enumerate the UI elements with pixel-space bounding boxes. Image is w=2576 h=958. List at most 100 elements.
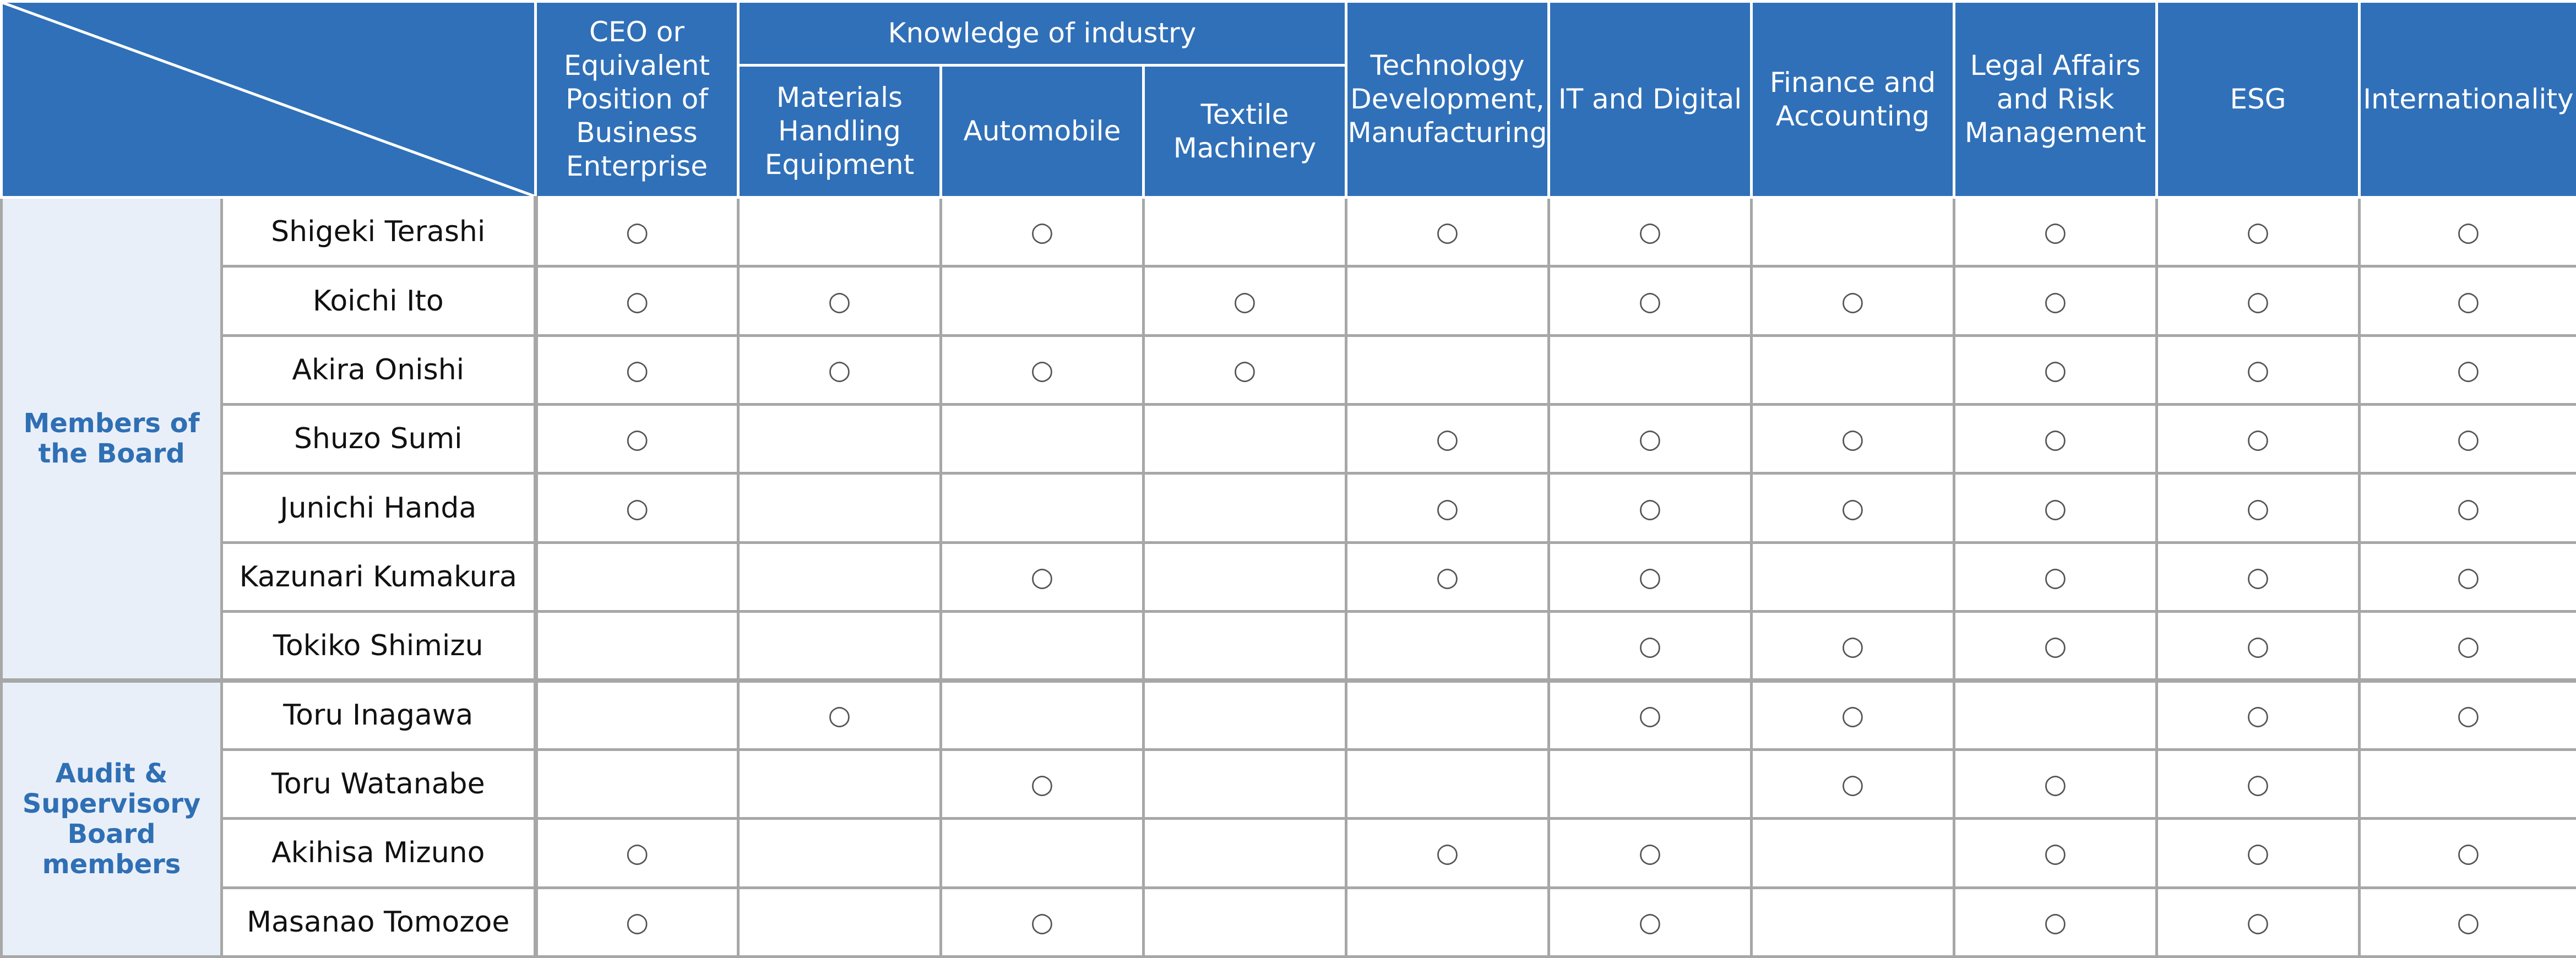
group-label: Members of the Board [0, 196, 223, 682]
skill-empty-cell [939, 678, 1145, 751]
table-row: Junichi Handa ○ ○ ○ ○ ○ ○ ○ [2, 472, 2576, 544]
skill-mark-circle-icon: ○ [2358, 472, 2576, 544]
skill-mark-circle-icon: ○ [1345, 403, 1550, 475]
skill-mark-circle-icon: ○ [2155, 748, 2361, 820]
skill-empty-cell [939, 472, 1145, 544]
header-knowledge-of-industry: Knowledge of industry [737, 0, 1347, 66]
skill-mark-circle-icon: ○ [1547, 817, 1753, 889]
skill-empty-cell [1345, 334, 1550, 406]
skill-empty-cell [1142, 678, 1347, 751]
skill-empty-cell [737, 610, 942, 682]
table-body: Members of the Board Shigeki Terashi ○ ○ ○ ○ ○… [0, 195, 2576, 958]
member-name: Akira Onishi [220, 334, 537, 406]
table-row: Koichi Ito ○ ○ ○ ○ ○ ○ ○ ○ [2, 265, 2576, 337]
skill-empty-cell [737, 886, 942, 958]
skill-empty-cell [1142, 541, 1347, 613]
skill-mark-circle-icon: ○ [1345, 472, 1550, 544]
header-automobile: Automobile [939, 64, 1145, 199]
skill-mark-circle-icon: ○ [1750, 678, 1955, 751]
skill-mark-circle-icon: ○ [2358, 334, 2576, 406]
skill-mark-circle-icon: ○ [1953, 334, 2158, 406]
table-row: Audit & Supervisory Board members Toru In… [0, 678, 2576, 958]
skill-mark-circle-icon: ○ [533, 886, 740, 958]
skill-empty-cell [1142, 610, 1347, 682]
skill-empty-cell [737, 817, 942, 889]
skill-mark-circle-icon: ○ [1953, 817, 2158, 889]
skill-empty-cell [1750, 195, 1955, 268]
skill-mark-circle-icon: ○ [2155, 195, 2361, 268]
skill-empty-cell [939, 610, 1145, 682]
skill-mark-circle-icon: ○ [2155, 334, 2361, 406]
skill-mark-circle-icon: ○ [533, 195, 740, 268]
skill-mark-circle-icon: ○ [2155, 472, 2361, 544]
skill-empty-cell [939, 265, 1145, 337]
skill-mark-circle-icon: ○ [2358, 886, 2576, 958]
skill-mark-circle-icon: ○ [1750, 748, 1955, 820]
header-finance: Finance and Accounting [1750, 0, 1955, 199]
skill-mark-circle-icon: ○ [737, 678, 942, 751]
skill-empty-cell [1345, 678, 1550, 751]
skill-mark-circle-icon: ○ [939, 886, 1145, 958]
skill-mark-circle-icon: ○ [939, 195, 1145, 268]
skill-mark-circle-icon: ○ [1953, 472, 2158, 544]
header-legal: Legal Affairs and Risk Management [1953, 0, 2158, 199]
skill-mark-circle-icon: ○ [939, 334, 1145, 406]
skill-empty-cell [1142, 403, 1347, 475]
skill-empty-cell [939, 403, 1145, 475]
skill-mark-circle-icon: ○ [1547, 403, 1753, 475]
skill-mark-circle-icon: ○ [1547, 678, 1753, 751]
table-row: Shuzo Sumi ○ ○ ○ ○ ○ ○ ○ [2, 403, 2576, 475]
member-name: Tokiko Shimizu [220, 610, 537, 682]
skill-empty-cell [1142, 886, 1347, 958]
skill-empty-cell [939, 817, 1145, 889]
skill-empty-cell [1345, 610, 1550, 682]
skill-mark-circle-icon: ○ [1750, 265, 1955, 337]
skill-mark-circle-icon: ○ [1953, 265, 2158, 337]
skill-mark-circle-icon: ○ [2358, 403, 2576, 475]
header-textile-machinery: Textile Machinery [1142, 64, 1347, 199]
diagonal-line [3, 3, 534, 196]
header-ceo: CEO or Equivalent Position of Business E… [534, 0, 740, 199]
skill-empty-cell [1953, 678, 2158, 751]
group-label: Audit & Supervisory Board members [0, 678, 223, 958]
skill-mark-circle-icon: ○ [1953, 748, 2158, 820]
skill-mark-circle-icon: ○ [939, 748, 1145, 820]
member-name: Toru Inagawa [220, 678, 537, 751]
skill-mark-circle-icon: ○ [1547, 195, 1753, 268]
skill-mark-circle-icon: ○ [1547, 610, 1753, 682]
skill-mark-circle-icon: ○ [1750, 610, 1955, 682]
table-row: Members of the Board Shigeki Terashi ○ ○ ○ ○ ○… [0, 195, 2576, 682]
skill-mark-circle-icon: ○ [1345, 195, 1550, 268]
skill-empty-cell [1750, 886, 1955, 958]
skill-mark-circle-icon: ○ [2358, 817, 2576, 889]
skill-mark-circle-icon: ○ [1953, 195, 2158, 268]
skill-empty-cell [737, 403, 942, 475]
member-name: Koichi Ito [220, 265, 537, 337]
header-internationality: Internationality [2358, 0, 2576, 199]
skill-mark-circle-icon: ○ [2155, 403, 2361, 475]
member-name: Toru Watanabe [220, 748, 537, 820]
skill-mark-circle-icon: ○ [2358, 610, 2576, 682]
skill-empty-cell [1547, 748, 1753, 820]
member-name: Shuzo Sumi [220, 403, 537, 475]
skill-mark-circle-icon: ○ [2358, 195, 2576, 268]
skill-mark-circle-icon: ○ [2358, 541, 2576, 613]
skill-mark-circle-icon: ○ [2155, 541, 2361, 613]
skill-mark-circle-icon: ○ [1547, 886, 1753, 958]
skill-mark-circle-icon: ○ [2155, 817, 2361, 889]
skill-empty-cell [1547, 334, 1753, 406]
skill-empty-cell [1142, 748, 1347, 820]
skill-mark-circle-icon: ○ [1345, 817, 1550, 889]
skill-mark-circle-icon: ○ [2358, 678, 2576, 751]
header-materials-handling: Materials Handling Equipment [737, 64, 942, 199]
skill-empty-cell [737, 541, 942, 613]
skill-mark-circle-icon: ○ [1953, 403, 2158, 475]
header-it-digital: IT and Digital [1547, 0, 1753, 199]
table-row: Akira Onishi ○ ○ ○ ○ ○ ○ ○ [2, 334, 2576, 406]
skill-empty-cell [1345, 748, 1550, 820]
skill-empty-cell [737, 195, 942, 268]
skill-mark-circle-icon: ○ [2358, 265, 2576, 337]
skill-mark-circle-icon: ○ [533, 817, 740, 889]
skill-empty-cell [533, 610, 740, 682]
skill-empty-cell [2358, 748, 2576, 820]
